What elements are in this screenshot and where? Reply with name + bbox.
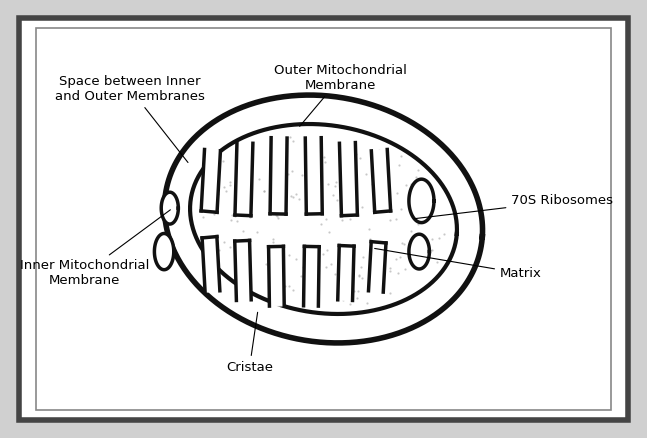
Polygon shape [303,246,319,306]
Text: Space between Inner
and Outer Membranes: Space between Inner and Outer Membranes [55,74,205,162]
Text: 70S Ribosomes: 70S Ribosomes [415,194,613,219]
Polygon shape [161,192,179,224]
Polygon shape [164,95,483,343]
Polygon shape [202,237,220,292]
Text: Cristae: Cristae [226,312,273,374]
Polygon shape [409,179,434,223]
Polygon shape [371,149,391,212]
Polygon shape [270,138,287,214]
Polygon shape [201,149,221,212]
Polygon shape [338,246,354,300]
Polygon shape [235,143,253,215]
Polygon shape [269,246,284,306]
FancyBboxPatch shape [19,18,628,420]
Polygon shape [190,124,457,314]
Polygon shape [305,138,322,214]
Polygon shape [369,242,386,292]
Polygon shape [409,234,430,269]
Polygon shape [235,240,251,300]
Polygon shape [340,143,357,215]
Text: Outer Mitochondrial
Membrane: Outer Mitochondrial Membrane [274,64,407,126]
Text: Inner Mitochondrial
Membrane: Inner Mitochondrial Membrane [19,210,170,287]
Polygon shape [155,233,174,270]
Text: Matrix: Matrix [375,248,542,280]
